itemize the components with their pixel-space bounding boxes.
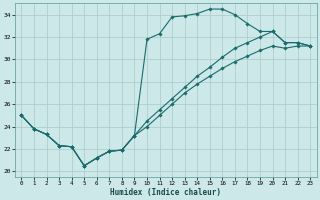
X-axis label: Humidex (Indice chaleur): Humidex (Indice chaleur) [110, 188, 221, 197]
